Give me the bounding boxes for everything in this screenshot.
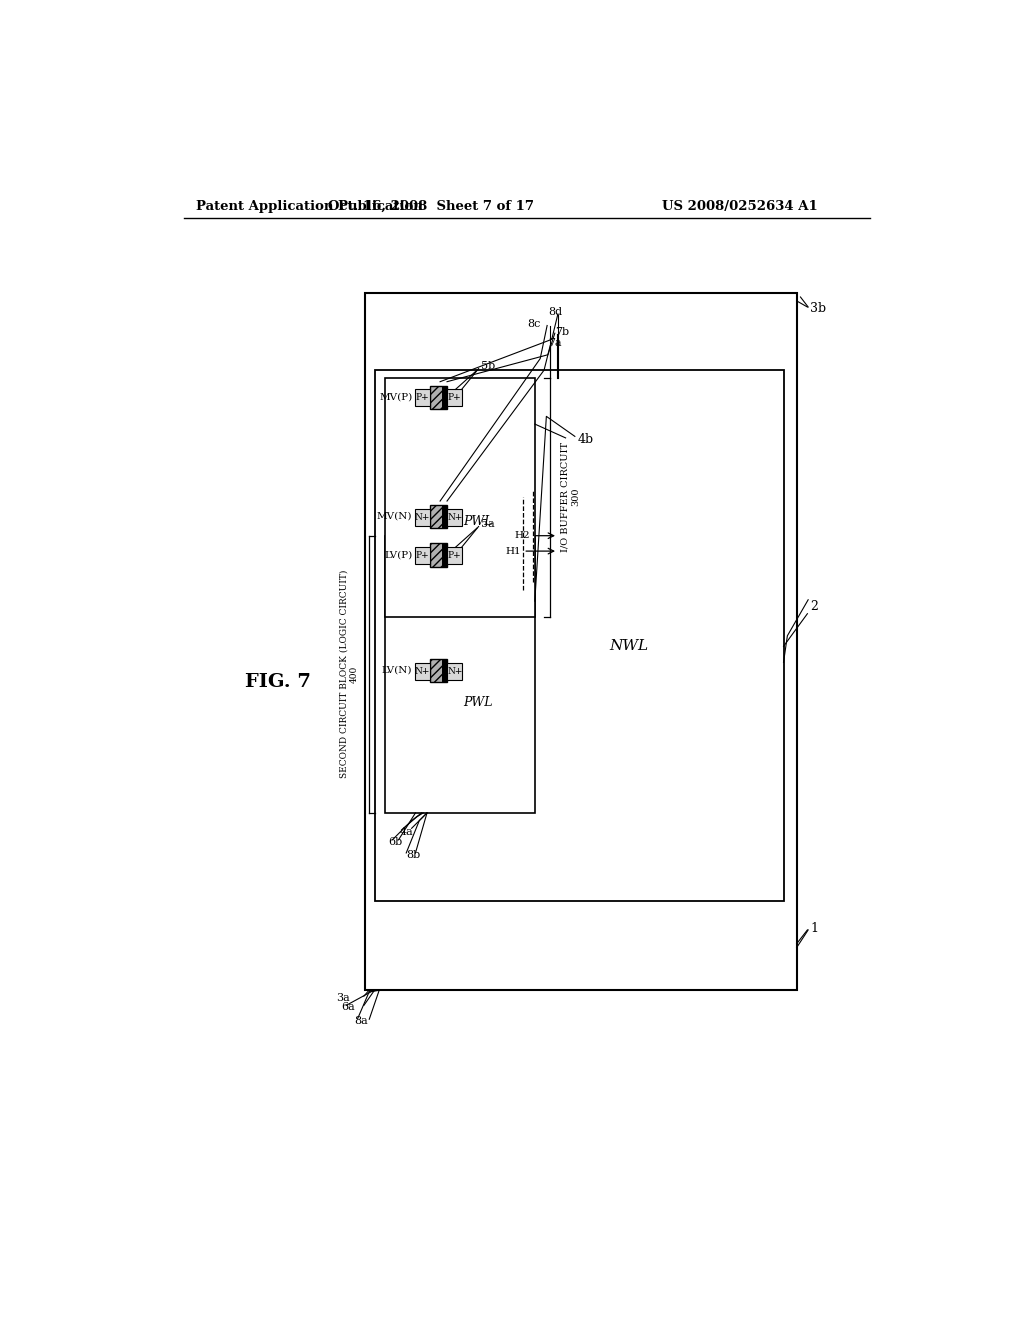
Text: LV(N): LV(N) bbox=[382, 667, 413, 675]
Text: P+: P+ bbox=[416, 393, 429, 403]
Text: 3a: 3a bbox=[336, 993, 350, 1003]
Bar bbox=[442, 504, 447, 528]
Bar bbox=[430, 385, 447, 409]
Bar bbox=[376, 370, 783, 902]
Bar bbox=[447, 508, 463, 525]
Text: US 2008/0252634 A1: US 2008/0252634 A1 bbox=[662, 199, 817, 213]
Bar bbox=[415, 389, 430, 407]
Text: Patent Application Publication: Patent Application Publication bbox=[196, 199, 423, 213]
Text: NWL: NWL bbox=[609, 639, 648, 653]
Text: N+: N+ bbox=[447, 512, 463, 521]
Bar bbox=[385, 378, 535, 616]
Text: 8d: 8d bbox=[548, 308, 562, 317]
Bar bbox=[447, 548, 463, 564]
Text: 3b: 3b bbox=[810, 302, 826, 315]
Text: PSUB: PSUB bbox=[657, 690, 702, 705]
Bar bbox=[366, 293, 797, 990]
Text: PWL: PWL bbox=[463, 515, 493, 528]
Text: N+: N+ bbox=[447, 667, 463, 676]
Bar bbox=[385, 536, 535, 813]
Bar bbox=[447, 663, 463, 680]
Text: 6a: 6a bbox=[341, 1002, 354, 1012]
Text: FIG. 7: FIG. 7 bbox=[245, 673, 310, 690]
Text: 4a: 4a bbox=[400, 828, 414, 837]
Text: 8b: 8b bbox=[407, 850, 421, 861]
Bar bbox=[442, 659, 447, 682]
Text: 8c: 8c bbox=[526, 319, 541, 329]
Bar bbox=[415, 508, 430, 525]
Text: PWL: PWL bbox=[463, 696, 493, 709]
Bar bbox=[430, 659, 447, 682]
Text: 2: 2 bbox=[810, 601, 818, 614]
Text: N+: N+ bbox=[415, 512, 430, 521]
Text: LV(P): LV(P) bbox=[384, 550, 413, 560]
Bar bbox=[447, 389, 463, 407]
Bar bbox=[442, 385, 447, 409]
Text: P+: P+ bbox=[416, 552, 429, 560]
Text: 6b: 6b bbox=[388, 837, 402, 847]
Text: P+: P+ bbox=[447, 552, 462, 560]
Text: 7b: 7b bbox=[555, 326, 569, 337]
Text: I/O BUFFER CIRCUIT
300: I/O BUFFER CIRCUIT 300 bbox=[561, 442, 581, 552]
Bar bbox=[430, 544, 447, 566]
Text: Oct. 16, 2008  Sheet 7 of 17: Oct. 16, 2008 Sheet 7 of 17 bbox=[328, 199, 534, 213]
Text: N+: N+ bbox=[415, 667, 430, 676]
Bar bbox=[442, 544, 447, 566]
Text: 7a: 7a bbox=[548, 338, 561, 348]
Bar bbox=[415, 548, 430, 564]
Text: 8a: 8a bbox=[354, 1016, 368, 1026]
Text: MV(P): MV(P) bbox=[379, 392, 413, 401]
Text: P+: P+ bbox=[447, 393, 462, 403]
Bar bbox=[415, 663, 430, 680]
Text: 5a: 5a bbox=[481, 519, 495, 529]
Text: 1: 1 bbox=[810, 921, 818, 935]
Text: MV(N): MV(N) bbox=[377, 512, 413, 521]
Text: SECOND CIRCUIT BLOCK (LOGIC CIRCUIT)
400: SECOND CIRCUIT BLOCK (LOGIC CIRCUIT) 400 bbox=[339, 570, 358, 779]
Text: 5b: 5b bbox=[481, 362, 496, 371]
Text: H1: H1 bbox=[505, 546, 521, 556]
Bar bbox=[430, 504, 447, 528]
Text: 4b: 4b bbox=[578, 433, 593, 446]
Text: H2: H2 bbox=[515, 531, 530, 540]
